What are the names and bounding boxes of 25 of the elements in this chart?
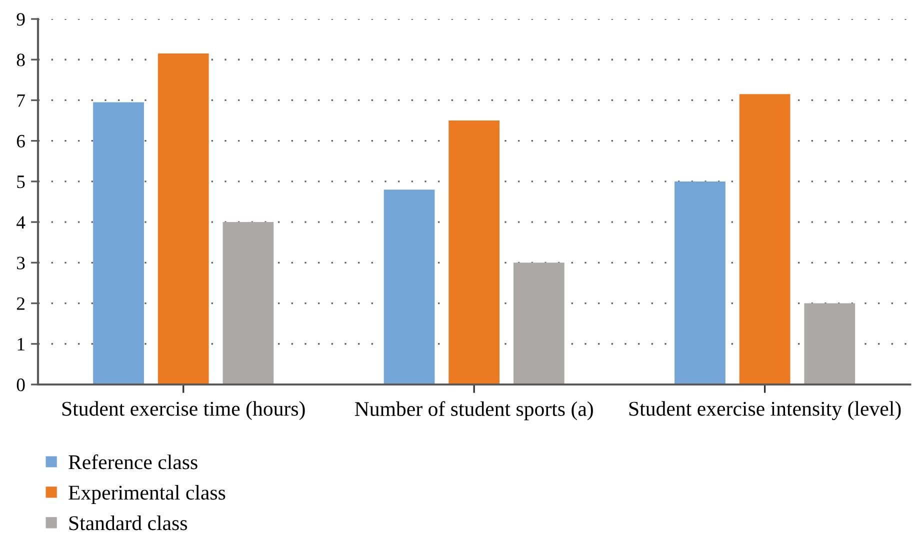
y-tick-label: 3 (17, 256, 25, 270)
bar (222, 222, 274, 384)
y-tick-label: 9 (16, 13, 25, 26)
y-tick-label: 7 (17, 94, 25, 107)
x-tick-label: Student exercise intensity (level) (629, 401, 901, 420)
bar (384, 190, 435, 384)
bar (513, 262, 564, 384)
bar (93, 102, 144, 384)
x-tick-label: Number of student sports (a) (354, 401, 593, 420)
legend-label: Experimental class (68, 485, 226, 504)
y-tick-label: 6 (16, 134, 25, 148)
y-tick-label: 0 (16, 378, 25, 392)
bar (158, 54, 209, 384)
bar (448, 120, 500, 384)
x-tick-label: Student exercise time (hours) (62, 401, 305, 420)
bar (674, 181, 726, 384)
legend-label: Reference class (68, 454, 198, 470)
bar (804, 303, 856, 384)
bar (739, 94, 790, 384)
y-tick-label: 2 (16, 297, 24, 310)
y-tick-label: 1 (18, 338, 24, 350)
y-tick-label: 8 (16, 54, 25, 66)
legend-label: Standard class (69, 516, 187, 530)
y-tick-label: 5 (17, 176, 25, 188)
y-tick-label: 4 (16, 216, 26, 229)
